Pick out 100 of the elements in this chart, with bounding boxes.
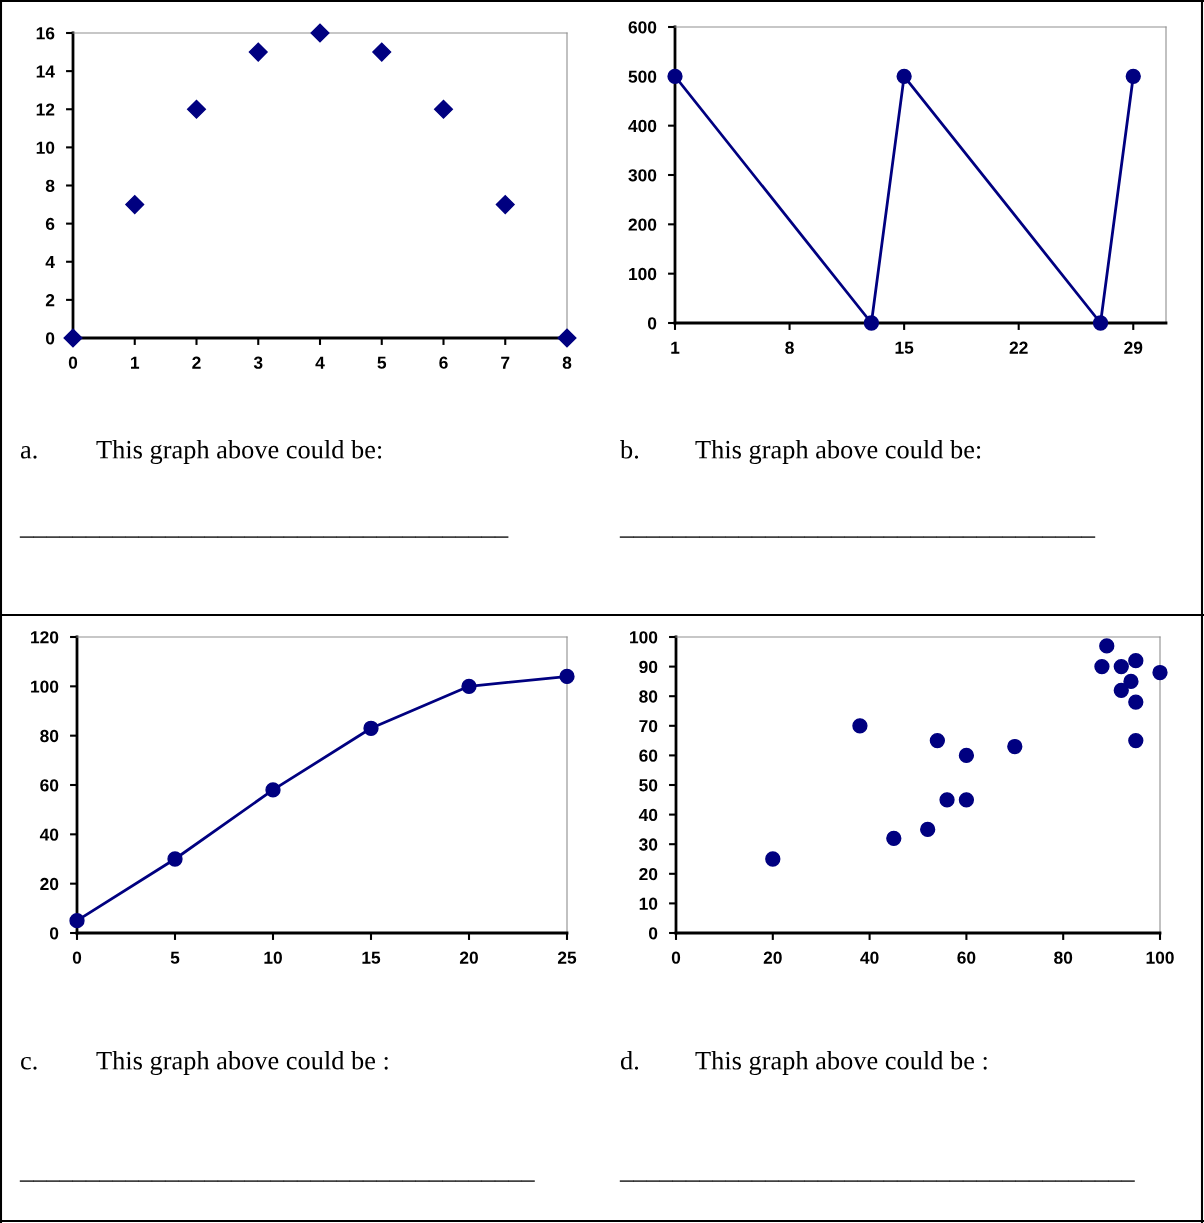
point xyxy=(1113,658,1129,675)
y-tick-label: 2 xyxy=(45,294,55,307)
point xyxy=(1128,732,1144,749)
x-tick-label: 100 xyxy=(1146,951,1174,964)
x-tick-label: 20 xyxy=(459,951,478,964)
x-tick-label: 10 xyxy=(264,951,282,964)
y-tick-label: 40 xyxy=(39,828,59,841)
point xyxy=(363,720,379,736)
y-tick-label: 70 xyxy=(639,719,658,733)
point xyxy=(310,23,330,43)
x-tick-label: 8 xyxy=(785,341,794,354)
y-tick-label: 10 xyxy=(639,897,658,910)
y-tick-label: 100 xyxy=(630,631,658,644)
point xyxy=(248,42,268,62)
text: _______________________________________ xyxy=(19,1180,535,1182)
point xyxy=(265,782,281,798)
point xyxy=(852,718,868,734)
y-tick-label: 200 xyxy=(628,218,657,231)
y-tick-label: 80 xyxy=(40,729,59,743)
x-tick-label: 80 xyxy=(1054,951,1073,964)
x-tick-label: 1 xyxy=(131,356,140,369)
point xyxy=(559,668,575,685)
point xyxy=(63,328,83,348)
y-tick-label: 16 xyxy=(36,27,55,40)
y-tick-label: 30 xyxy=(639,838,658,851)
x-tick-label: 7 xyxy=(501,356,510,369)
y-tick-label: 300 xyxy=(628,169,657,182)
x-tick-label: 15 xyxy=(895,341,914,354)
y-tick-label: 0 xyxy=(49,927,59,940)
text: _______________________________________ xyxy=(619,1180,1135,1182)
y-tick-label: 600 xyxy=(628,21,657,34)
text: ____________________________________ xyxy=(619,536,1096,538)
y-tick-label: 100 xyxy=(31,680,59,693)
y-tick-label: 20 xyxy=(639,867,658,881)
x-tick-label: 22 xyxy=(1009,341,1028,354)
y-tick-label: 0 xyxy=(647,317,657,330)
y-tick-label: 20 xyxy=(40,877,59,891)
x-tick-label: 29 xyxy=(1124,341,1143,354)
x-tick-label: 6 xyxy=(439,356,448,369)
y-tick-label: 6 xyxy=(45,217,55,231)
text: This graph above could be: xyxy=(695,440,981,464)
y-tick-label: 500 xyxy=(628,70,657,83)
point xyxy=(557,328,577,348)
x-tick-label: 1 xyxy=(671,341,680,354)
text: This graph above could be: xyxy=(96,440,382,464)
text: d. xyxy=(620,1051,639,1070)
y-tick-label: 14 xyxy=(36,65,55,78)
x-tick-label: 4 xyxy=(315,356,325,369)
point xyxy=(1128,653,1144,669)
x-tick-label: 5 xyxy=(377,356,387,369)
y-tick-label: 90 xyxy=(639,660,658,674)
point xyxy=(939,792,955,808)
point xyxy=(929,732,945,749)
point xyxy=(433,99,454,119)
point xyxy=(495,195,515,215)
text: a. xyxy=(20,445,37,459)
point xyxy=(1123,673,1139,690)
x-tick-label: 60 xyxy=(957,951,976,964)
point xyxy=(920,821,936,838)
y-tick-label: 10 xyxy=(36,141,55,154)
x-tick-label: 20 xyxy=(763,951,782,964)
y-tick-label: 4 xyxy=(45,256,55,269)
point xyxy=(1128,694,1144,710)
point xyxy=(1113,682,1129,698)
y-tick-label: 0 xyxy=(648,927,658,940)
x-tick-label: 5 xyxy=(170,951,180,964)
point xyxy=(1094,658,1110,675)
x-tick-label: 25 xyxy=(557,951,577,964)
y-tick-label: 8 xyxy=(45,179,55,192)
point xyxy=(1007,738,1023,755)
x-tick-label: 0 xyxy=(68,356,78,369)
point xyxy=(765,851,781,867)
y-tick-label: 50 xyxy=(639,779,658,792)
text: This graph above could be : xyxy=(695,1051,987,1075)
y-tick-label: 120 xyxy=(31,631,59,644)
point xyxy=(1152,664,1168,681)
point xyxy=(125,195,145,215)
point xyxy=(372,42,392,62)
x-tick-label: 0 xyxy=(72,951,82,964)
x-tick-label: 15 xyxy=(362,951,381,964)
x-tick-label: 40 xyxy=(860,951,879,964)
x-tick-label: 0 xyxy=(671,951,681,964)
y-tick-label: 100 xyxy=(629,267,657,281)
y-tick-label: 60 xyxy=(639,749,658,762)
point xyxy=(958,792,975,808)
point xyxy=(886,830,902,846)
y-tick-label: 40 xyxy=(638,808,658,822)
point xyxy=(69,913,85,929)
point xyxy=(1099,638,1115,654)
text: _____________________________________ xyxy=(19,536,509,538)
text: This graph above could be : xyxy=(96,1051,388,1075)
text: c. xyxy=(21,1056,37,1070)
x-tick-label: 2 xyxy=(192,356,201,369)
x-tick-label: 8 xyxy=(562,356,572,369)
text: b. xyxy=(620,440,639,459)
point xyxy=(186,99,207,119)
point xyxy=(461,678,477,694)
point xyxy=(167,851,183,867)
y-tick-label: 400 xyxy=(628,119,657,133)
y-tick-label: 0 xyxy=(45,332,55,345)
